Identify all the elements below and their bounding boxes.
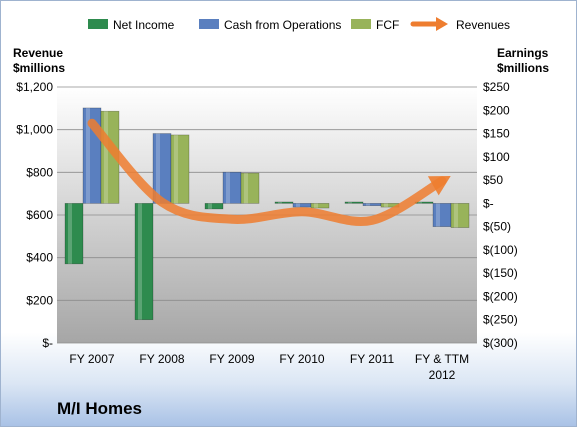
revenue-line-layer [87,118,451,226]
gridlines [57,86,477,344]
bar-shine-net-income-1 [138,203,142,320]
company-name: M/I Homes [57,399,142,418]
left-axis-ticks: $- $200 $400 $600 $800 $1,000 $1,200 [16,80,53,350]
right-axis-ticks: $250 $200 $150 $100 $50 $- $(50) $(100) $(150) $(… [483,80,518,350]
bar-fcf-5 [450,203,470,228]
bar-shine-cash-from-operations-0 [86,107,90,204]
bar-shine-cash-from-operations-3 [296,203,300,208]
bars-layer [64,107,470,321]
right-tick-label-11: $(300) [483,336,518,350]
bar-fcf-1 [170,134,190,204]
right-tick-label-9: $(200) [483,289,518,303]
bar-fcf-2 [240,172,260,204]
left-tick-label-6: $1,200 [16,80,53,94]
left-tick-label-1: $200 [26,293,53,307]
bar-shine-fcf-5 [454,203,458,228]
left-tick-label-4: $800 [26,165,53,179]
revenues-arrowhead [427,175,451,196]
right-tick-label-1: $200 [483,103,510,117]
bar-shine-cash-from-operations-4 [366,203,370,206]
bar-shine-fcf-4 [384,203,388,208]
x-axis-labels: FY 2007 FY 2008 FY 2009 FY 2010 FY 2011 FY & … [69,352,469,382]
bar-net-income-3 [274,201,294,204]
legend-swatch-net-income [88,19,108,29]
right-tick-label-8: $(150) [483,266,518,280]
x-tick-label-1: FY 2008 [139,352,184,366]
right-tick-label-3: $100 [483,150,510,164]
right-axis-title-line1: Earnings [497,46,549,60]
bar-fcf-3 [310,203,330,209]
right-tick-label-4: $50 [483,173,503,187]
x-tick-label-5: FY & TTM [415,352,469,366]
legend-swatch-cash-from-operations [199,19,219,29]
right-tick-label-0: $250 [483,80,510,94]
bar-net-income-1 [134,203,154,321]
bar-shine-net-income-2 [208,203,212,209]
legend-label-fcf: FCF [376,18,399,32]
legend-label-net-income: Net Income [113,18,175,32]
left-tick-label-3: $600 [26,208,53,222]
bar-shine-cash-from-operations-2 [226,172,230,204]
bar-shine-net-income-5 [418,201,422,204]
right-tick-label-7: $(100) [483,243,518,257]
bar-cash-from-operations-3 [292,203,312,208]
right-axis-title-line2: $millions [497,61,549,75]
x-tick-label-2: FY 2009 [209,352,254,366]
bar-cash-from-operations-4 [362,203,382,206]
bar-shine-fcf-2 [244,173,248,204]
bar-shine-net-income-0 [68,203,72,264]
bar-cash-from-operations-2 [222,171,242,204]
x-tick-label-0: FY 2007 [69,352,114,366]
right-tick-label-2: $150 [483,127,510,141]
x-tick-label-4: FY 2011 [350,352,395,366]
bar-shine-cash-from-operations-5 [436,203,440,227]
left-tick-label-5: $1,000 [16,123,53,137]
bar-net-income-2 [204,203,224,210]
x-tick-label-5-line2: 2012 [429,368,456,382]
revenues-line [87,118,447,226]
bar-shine-net-income-4 [348,201,352,204]
right-tick-label-6: $(50) [483,220,511,234]
bar-shine-fcf-1 [174,134,178,204]
bar-shine-net-income-3 [278,201,282,204]
left-tick-label-0: $- [42,336,53,350]
legend: Net Income Cash from Operations FCF Reve… [88,17,510,32]
bar-net-income-0 [64,203,84,265]
legend-label-revenues: Revenues [456,18,510,32]
left-tick-label-2: $400 [26,251,53,265]
legend-label-cash-from-operations: Cash from Operations [224,18,341,32]
bar-shine-fcf-3 [314,203,318,209]
legend-swatch-fcf [351,19,371,29]
bar-shine-fcf-0 [104,111,108,204]
bar-net-income-4 [344,201,364,204]
right-tick-label-10: $(250) [483,313,518,327]
legend-arrowhead-revenues [436,17,448,31]
left-axis-title-line2: $millions [13,61,65,75]
x-tick-label-3: FY 2010 [279,352,324,366]
left-axis-title-line1: Revenue [13,46,63,60]
bar-cash-from-operations-5 [432,203,452,227]
bar-shine-cash-from-operations-1 [156,133,160,204]
right-tick-label-5: $- [483,196,494,210]
